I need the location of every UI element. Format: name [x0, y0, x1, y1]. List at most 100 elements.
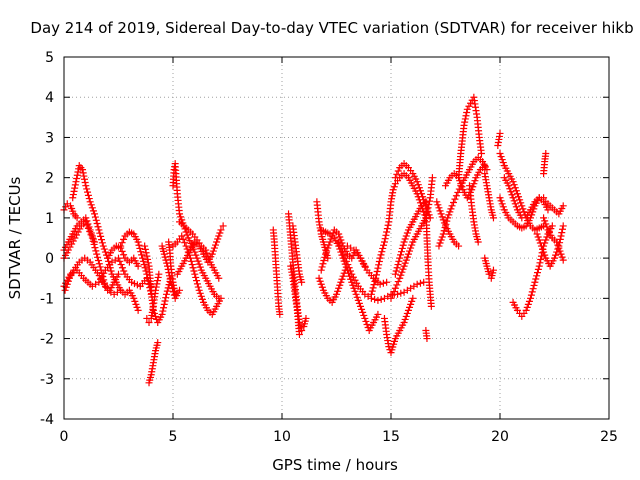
data-point	[336, 241, 344, 249]
data-point	[416, 187, 424, 195]
data-point	[193, 280, 201, 288]
data-point	[80, 172, 88, 180]
data-point	[341, 266, 349, 274]
data-point	[317, 266, 325, 274]
data-point	[407, 300, 415, 308]
data-point	[91, 213, 99, 221]
data-point	[375, 257, 383, 265]
data-point	[463, 105, 471, 113]
data-point	[471, 177, 479, 185]
data-point	[406, 303, 414, 311]
data-point	[97, 236, 105, 244]
data-point	[455, 242, 463, 250]
data-point	[202, 246, 210, 254]
data-point	[141, 264, 149, 272]
data-point	[99, 277, 107, 285]
data-point	[394, 290, 402, 298]
data-point	[374, 296, 382, 304]
data-point	[352, 290, 360, 298]
data-point	[543, 223, 551, 231]
data-point	[379, 279, 387, 287]
data-point	[95, 278, 103, 286]
data-point	[89, 235, 97, 243]
data-point	[433, 198, 441, 206]
data-point	[427, 302, 435, 310]
y-axis-label: SDTVAR / TECUs	[6, 176, 24, 299]
data-point	[177, 213, 185, 221]
data-point	[513, 190, 521, 198]
data-point	[363, 320, 371, 328]
data-point	[403, 229, 411, 237]
data-point	[551, 254, 558, 262]
data-point	[120, 267, 128, 275]
data-point	[376, 280, 384, 288]
data-point	[536, 259, 544, 267]
data-point	[548, 222, 556, 230]
data-point	[152, 286, 160, 294]
data-point	[161, 297, 169, 305]
data-point	[276, 310, 284, 318]
data-point	[447, 205, 455, 213]
data-point	[341, 254, 349, 262]
data-point	[519, 205, 527, 213]
data-point	[351, 276, 359, 284]
data-point	[72, 178, 80, 186]
data-point	[402, 232, 410, 240]
data-point	[377, 251, 385, 259]
data-point	[118, 247, 126, 255]
data-point	[512, 187, 520, 195]
data-point	[505, 182, 513, 190]
data-point	[382, 231, 390, 239]
data-point	[203, 249, 211, 257]
data-point	[324, 254, 332, 262]
y-tick-label: 4	[45, 90, 54, 106]
data-point	[158, 310, 166, 318]
data-point	[528, 288, 536, 296]
data-point	[154, 339, 162, 347]
data-point	[140, 261, 148, 269]
data-point	[105, 261, 113, 269]
data-point	[328, 232, 336, 240]
x-tick-label: 20	[491, 429, 509, 445]
data-point	[197, 292, 205, 300]
data-point	[398, 268, 406, 276]
data-point	[154, 273, 162, 281]
data-point	[409, 294, 417, 302]
data-point	[94, 253, 102, 261]
data-point	[520, 208, 528, 216]
data-point	[544, 206, 552, 214]
data-point	[337, 278, 345, 286]
data-point	[402, 312, 410, 320]
data-point	[509, 178, 517, 186]
y-tick-label: -2	[40, 332, 54, 348]
data-point	[349, 273, 357, 281]
data-point	[69, 237, 77, 245]
data-point	[73, 231, 81, 239]
data-point	[367, 290, 375, 298]
data-point	[371, 295, 379, 303]
data-point	[337, 244, 345, 252]
data-point	[344, 261, 352, 269]
data-point	[162, 290, 170, 298]
data-point	[537, 242, 545, 250]
data-point	[419, 193, 427, 201]
data-point	[438, 233, 446, 241]
y-tick-label: 2	[45, 171, 54, 187]
data-point	[94, 223, 102, 231]
data-point	[557, 250, 565, 258]
data-point	[359, 308, 367, 316]
data-point	[144, 259, 152, 267]
data-point	[373, 268, 381, 276]
data-point	[195, 286, 203, 294]
data-point	[559, 256, 567, 264]
data-point	[321, 253, 329, 261]
data-point	[516, 196, 524, 204]
data-point	[69, 191, 77, 199]
data-point	[408, 241, 416, 249]
data-point	[451, 195, 459, 203]
data-point	[378, 248, 386, 256]
data-point	[393, 170, 401, 178]
data-point	[361, 263, 369, 271]
data-point	[554, 241, 562, 249]
